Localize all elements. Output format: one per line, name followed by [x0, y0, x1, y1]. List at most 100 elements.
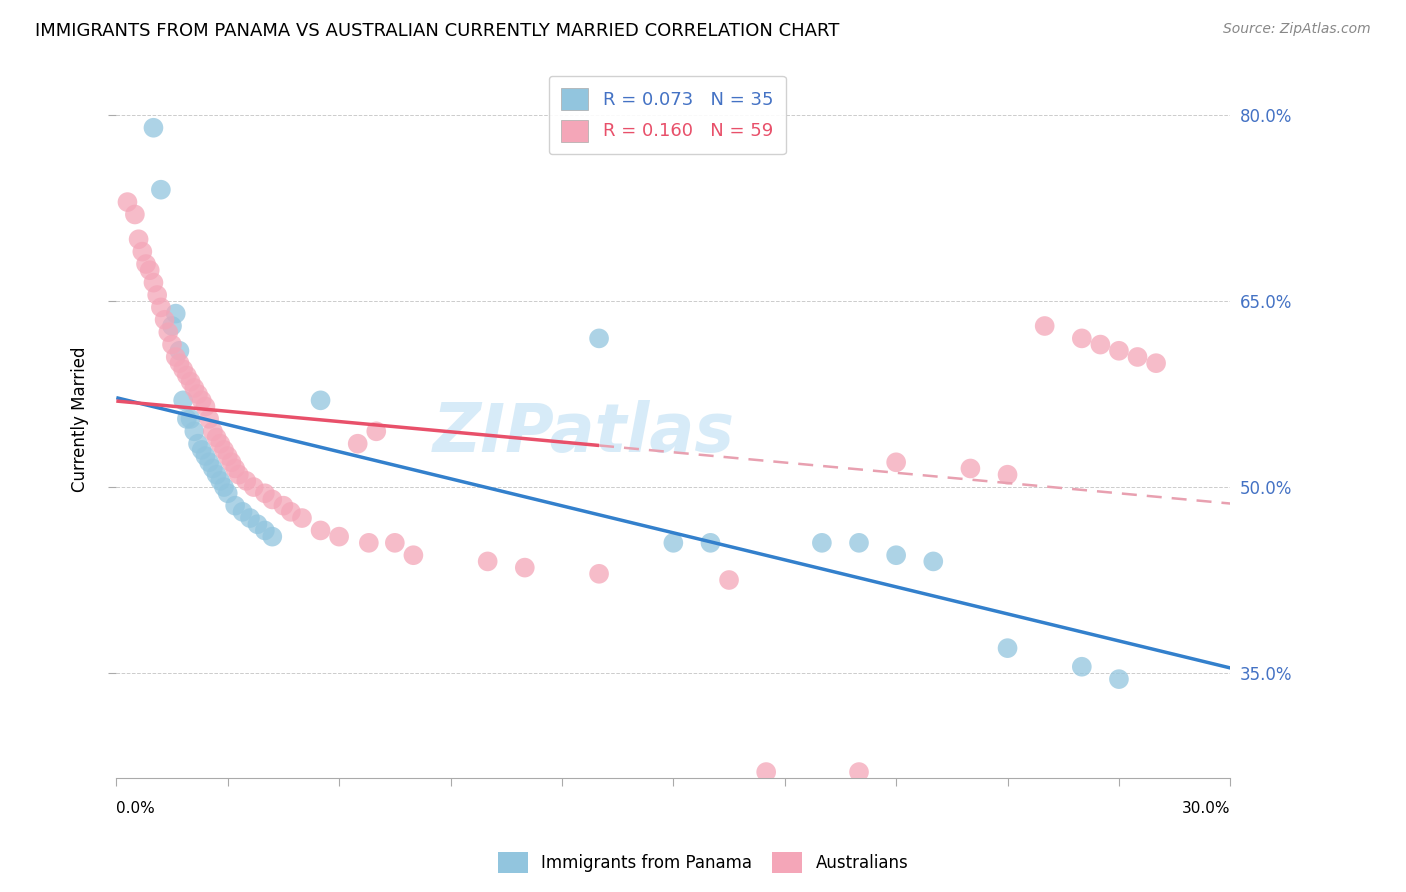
Legend: R = 0.073   N = 35, R = 0.160   N = 59: R = 0.073 N = 35, R = 0.160 N = 59	[548, 76, 786, 154]
Point	[997, 641, 1019, 656]
Point	[309, 393, 332, 408]
Point	[755, 765, 778, 780]
Point	[848, 765, 870, 780]
Point	[280, 505, 302, 519]
Point	[180, 375, 202, 389]
Text: IMMIGRANTS FROM PANAMA VS AUSTRALIAN CURRENTLY MARRIED CORRELATION CHART: IMMIGRANTS FROM PANAMA VS AUSTRALIAN CUR…	[35, 22, 839, 40]
Point	[217, 449, 239, 463]
Point	[513, 560, 536, 574]
Point	[1070, 659, 1092, 673]
Point	[811, 536, 834, 550]
Point	[262, 492, 284, 507]
Point	[190, 393, 212, 408]
Point	[146, 288, 169, 302]
Point	[588, 566, 610, 581]
Point	[217, 486, 239, 500]
Text: 30.0%: 30.0%	[1182, 800, 1230, 815]
Point	[176, 368, 198, 383]
Point	[205, 430, 228, 444]
Point	[176, 412, 198, 426]
Point	[135, 257, 157, 271]
Point	[262, 530, 284, 544]
Point	[997, 467, 1019, 482]
Point	[172, 362, 194, 376]
Point	[139, 263, 162, 277]
Point	[848, 536, 870, 550]
Point	[224, 461, 246, 475]
Point	[1126, 350, 1149, 364]
Point	[142, 276, 165, 290]
Point	[160, 318, 183, 333]
Point	[366, 425, 388, 439]
Point	[169, 356, 191, 370]
Point	[959, 461, 981, 475]
Point	[194, 449, 217, 463]
Point	[402, 548, 425, 562]
Point	[149, 301, 172, 315]
Point	[1108, 672, 1130, 686]
Point	[124, 207, 146, 221]
Point	[718, 573, 741, 587]
Point	[1090, 337, 1112, 351]
Point	[662, 536, 685, 550]
Text: ZIPatlas: ZIPatlas	[433, 401, 735, 467]
Point	[1033, 318, 1056, 333]
Point	[153, 313, 176, 327]
Point	[328, 530, 350, 544]
Point	[183, 425, 205, 439]
Point	[187, 436, 209, 450]
Point	[183, 381, 205, 395]
Point	[357, 536, 380, 550]
Point	[884, 548, 907, 562]
Point	[201, 461, 224, 475]
Text: 0.0%: 0.0%	[117, 800, 155, 815]
Point	[131, 244, 153, 259]
Text: Source: ZipAtlas.com: Source: ZipAtlas.com	[1223, 22, 1371, 37]
Point	[205, 467, 228, 482]
Point	[1108, 343, 1130, 358]
Point	[239, 511, 262, 525]
Y-axis label: Currently Married: Currently Married	[72, 346, 89, 491]
Point	[253, 524, 276, 538]
Point	[149, 183, 172, 197]
Point	[309, 524, 332, 538]
Point	[232, 505, 254, 519]
Point	[242, 480, 264, 494]
Point	[169, 343, 191, 358]
Point	[190, 442, 212, 457]
Point	[160, 337, 183, 351]
Point	[221, 455, 243, 469]
Point	[198, 455, 221, 469]
Point	[273, 499, 295, 513]
Point	[224, 499, 246, 513]
Point	[128, 232, 150, 246]
Point	[187, 387, 209, 401]
Point	[291, 511, 314, 525]
Point	[165, 307, 187, 321]
Point	[246, 517, 269, 532]
Point	[209, 436, 232, 450]
Point	[346, 436, 368, 450]
Point	[235, 474, 257, 488]
Point	[142, 120, 165, 135]
Point	[209, 474, 232, 488]
Point	[212, 480, 235, 494]
Point	[384, 536, 406, 550]
Point	[165, 350, 187, 364]
Point	[588, 331, 610, 345]
Point	[228, 467, 250, 482]
Point	[477, 554, 499, 568]
Point	[253, 486, 276, 500]
Point	[699, 536, 721, 550]
Point	[201, 425, 224, 439]
Point	[172, 393, 194, 408]
Point	[117, 195, 139, 210]
Legend: Immigrants from Panama, Australians: Immigrants from Panama, Australians	[491, 846, 915, 880]
Point	[1070, 331, 1092, 345]
Point	[212, 442, 235, 457]
Point	[1144, 356, 1167, 370]
Point	[198, 412, 221, 426]
Point	[922, 554, 945, 568]
Point	[194, 400, 217, 414]
Point	[157, 325, 180, 339]
